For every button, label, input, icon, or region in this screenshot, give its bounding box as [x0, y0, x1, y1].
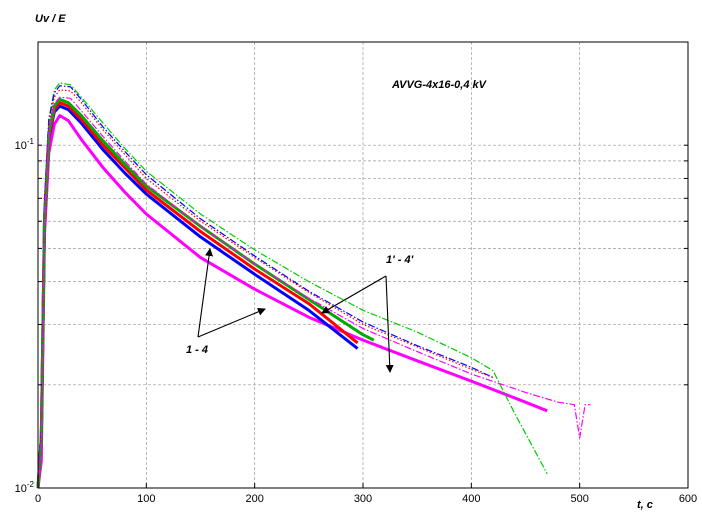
y-tick-label: 10-2	[15, 480, 35, 495]
annotation-arrows	[197, 248, 394, 373]
series-line-8	[37, 96, 591, 489]
cable-annotation: AVVG-4x16-0,4 kV	[391, 79, 488, 91]
annotation-arrow	[385, 275, 394, 373]
y-tick-exponent: -1	[27, 137, 35, 146]
x-tick-label: 0	[35, 493, 41, 505]
x-tick-label: 300	[354, 493, 372, 505]
x-tick-label: 200	[245, 493, 263, 505]
x-tick-label: 400	[462, 493, 480, 505]
x-tick-label: 100	[137, 493, 155, 505]
annotation-arrow	[321, 275, 387, 314]
x-tick-label: 600	[679, 493, 697, 505]
label-calculated: 1' - 4'	[386, 254, 414, 266]
y-tick-exponent: -2	[27, 480, 35, 489]
y-tick-base: 10	[15, 483, 27, 495]
series-line-5	[37, 82, 548, 489]
x-tick-label: 500	[570, 493, 588, 505]
series-layer	[36, 82, 591, 489]
y-axis-label: Uv / E	[35, 13, 66, 25]
x-axis-label: t, c	[637, 499, 653, 511]
y-tick-label: 10-1	[15, 137, 35, 152]
y-tick-base: 10	[15, 140, 27, 152]
annotation-arrow	[197, 248, 214, 338]
label-measured: 1 - 4	[186, 344, 208, 356]
annotation-arrow	[197, 308, 266, 338]
